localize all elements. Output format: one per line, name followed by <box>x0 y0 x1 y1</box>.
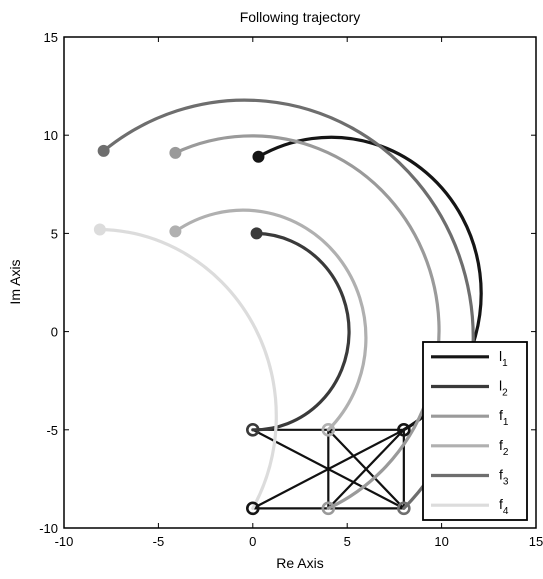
formation-node <box>246 422 260 437</box>
legend-label: f4 <box>499 496 509 517</box>
y-tick-label: 10 <box>44 128 58 143</box>
start-point-f1 <box>169 146 182 159</box>
start-point-f4 <box>93 223 106 236</box>
formation-node <box>397 422 411 437</box>
formation-node <box>321 422 336 437</box>
y-tick-label: 0 <box>51 325 58 340</box>
legend-label: f3 <box>499 467 509 488</box>
legend-label-subscript: 2 <box>503 447 509 458</box>
start-point-f2 <box>169 225 182 238</box>
legend-label-name: l <box>499 378 502 394</box>
legend-label: f1 <box>499 407 509 428</box>
trajectory-f4 <box>98 227 278 510</box>
start-point-l2 <box>250 227 263 240</box>
formation-edge <box>327 429 405 510</box>
formation-edge <box>252 428 405 510</box>
y-axis-ticks: -10 -5 0 5 10 15 <box>39 30 536 536</box>
legend-label-subscript: 3 <box>503 477 509 488</box>
y-tick-label: -10 <box>39 521 58 536</box>
legend-label-subscript: 1 <box>503 417 509 428</box>
x-tick-label: -10 <box>55 534 74 549</box>
formation-node <box>321 501 336 516</box>
formation-node <box>397 501 411 516</box>
x-axis-label: Re Axis <box>276 555 323 571</box>
legend-label-subscript: 2 <box>502 388 508 399</box>
trajectory-f1 <box>173 134 441 510</box>
start-point-l1 <box>252 150 265 163</box>
legend-label-subscript: 1 <box>502 358 508 369</box>
start-point-f3 <box>97 144 110 157</box>
legend-label-name: f <box>499 407 503 423</box>
x-tick-label: -5 <box>153 534 165 549</box>
y-tick-label: 15 <box>44 30 58 45</box>
x-tick-label: 10 <box>434 534 448 549</box>
legend-label-name: f <box>499 467 503 483</box>
x-tick-label: 0 <box>249 534 256 549</box>
legend-label-subscript: 4 <box>503 506 509 517</box>
legend-label: l2 <box>499 378 508 399</box>
x-axis-ticks: -10 -5 0 5 10 15 <box>55 37 543 549</box>
legend-label: l1 <box>499 348 508 369</box>
chart-title: Following trajectory <box>240 9 361 25</box>
legend-label: f2 <box>499 437 509 458</box>
plot-content <box>93 98 483 516</box>
trajectory-f2 <box>173 208 368 432</box>
x-tick-label: 5 <box>344 534 351 549</box>
legend-box <box>422 341 528 521</box>
legend-label-name: l <box>499 348 502 364</box>
legend-label-name: f <box>499 496 503 512</box>
trajectory-l2 <box>251 231 351 432</box>
formation-node <box>246 501 260 516</box>
y-axis-label: Im Axis <box>7 259 23 304</box>
legend-label-name: f <box>499 437 503 453</box>
x-tick-label: 15 <box>529 534 543 549</box>
y-tick-label: 5 <box>51 226 58 241</box>
y-tick-label: -5 <box>46 423 58 438</box>
